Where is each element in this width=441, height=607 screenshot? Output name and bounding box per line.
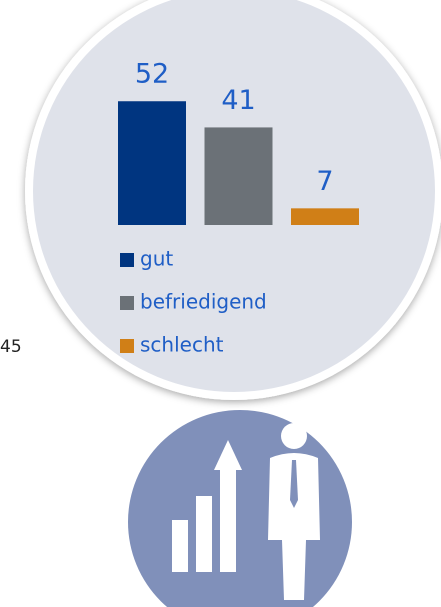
legend-label: schlecht: [140, 333, 224, 357]
legend-label: gut: [140, 247, 173, 271]
bar: [291, 208, 359, 225]
growth-icon: [172, 423, 320, 600]
legend-label: befriedigend: [140, 290, 267, 314]
value-label: 52: [135, 59, 169, 90]
bar: [118, 101, 186, 225]
legend-swatch: [120, 339, 134, 353]
tie: [290, 460, 298, 508]
legend-swatch: [120, 296, 134, 310]
value-label: 7: [316, 166, 333, 197]
value-label: 41: [221, 85, 255, 116]
legend-swatch: [120, 253, 134, 267]
side-label: 45: [0, 337, 22, 357]
bar: [204, 127, 273, 225]
